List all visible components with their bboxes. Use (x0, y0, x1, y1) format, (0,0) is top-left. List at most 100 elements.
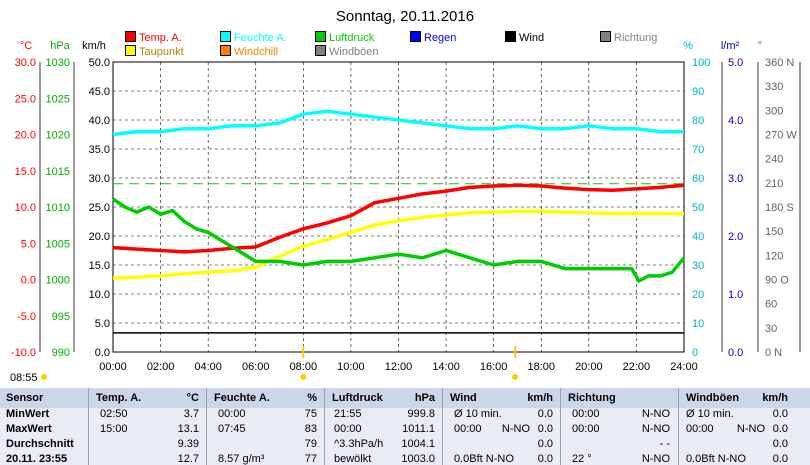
wind_kmh-tick: 40.0 (89, 115, 110, 127)
humidity_pct-tick: 100 (692, 57, 710, 69)
humidity_pct-tick: 20 (692, 289, 704, 301)
divider (678, 388, 679, 465)
stats-cell: Ø 10 min. (686, 408, 734, 420)
wind_kmh-tick: 5.0 (95, 318, 110, 330)
humidity_pct-tick: 30 (692, 260, 704, 272)
stats-cell: N-NO (501, 423, 530, 435)
x-tick-label: 20:00 (575, 361, 603, 373)
direction-tick: 270 W (765, 130, 797, 142)
stats-cell: 79 (304, 438, 317, 450)
series-luftdruck (112, 197, 686, 283)
x-tick-label: 12:00 (385, 361, 413, 373)
stats-cell: 3.7 (183, 408, 199, 420)
stats-cell: MinWert (6, 408, 50, 420)
x-tick-label: 08:00 (290, 361, 318, 373)
stats-cell: 0.0 (537, 453, 553, 465)
stats-cell: 21:55 (334, 408, 362, 420)
temp_c-tick: 0.0 (21, 275, 36, 287)
x-tick-label: 18:00 (527, 361, 555, 373)
series-feuchte-a- (112, 109, 684, 137)
direction-tick: 30 (765, 323, 777, 335)
legend-swatch (220, 31, 231, 42)
direction-tick: 240 (765, 154, 783, 166)
stats-cell: 0.0 (772, 423, 788, 435)
legend-item: Taupunkt (125, 45, 184, 58)
legend-item: Windböen (315, 45, 379, 58)
stats-cell: hPa (414, 392, 435, 404)
grid-layer (113, 62, 684, 352)
direction-tick: 60 (765, 299, 777, 311)
series-taupunkt (112, 209, 684, 280)
legend-label: Taupunkt (139, 46, 184, 58)
temp_c-tick: -10.0 (11, 347, 36, 359)
divider (88, 388, 89, 465)
legend-swatch (315, 45, 326, 56)
legend-swatch (315, 31, 326, 42)
legend-swatch (505, 31, 516, 42)
temp_c-tick: 20.0 (15, 130, 36, 142)
legend-label: Wind (519, 32, 545, 44)
x-tick-label: 10:00 (337, 361, 365, 373)
temp_c-axis-label: °C (20, 40, 32, 52)
direction-tick: 300 (765, 105, 783, 117)
pressure_hpa-tick: 995 (52, 311, 70, 323)
stats-cell: 00:00 (572, 408, 600, 420)
stats-cell: 00:00 (686, 423, 714, 435)
x-tick-label: 24:00 (670, 361, 698, 373)
legend-label: Temp. A. (139, 32, 182, 44)
legend-item: Windchill (220, 45, 278, 58)
stats-cell: km/h (762, 392, 788, 404)
legend-item: Luftdruck (315, 31, 374, 44)
stats-cell: Temp. A. (96, 392, 142, 404)
series-temp-a- (112, 183, 685, 254)
legend-swatch (410, 31, 421, 42)
pressure_hpa-tick: 1015 (46, 166, 70, 178)
x-tick-label: 04:00 (194, 361, 222, 373)
humidity_pct-tick: 10 (692, 318, 704, 330)
wind_kmh-tick: 10.0 (89, 289, 110, 301)
stats-cell: 8.57 g/m³ (218, 453, 265, 465)
stats-cell: 20.11. 23:55 (6, 453, 68, 465)
stats-cell: 07:45 (218, 423, 246, 435)
legend-item: Richtung (600, 31, 657, 44)
humidity_pct-tick: 60 (692, 173, 704, 185)
humidity_pct-axis-label: % (683, 40, 693, 52)
temp_c-tick: 10.0 (15, 202, 36, 214)
humidity_pct-tick: 70 (692, 144, 704, 156)
stats-cell: 12.7 (177, 453, 199, 465)
pressure_hpa-axis-label: hPa (50, 40, 70, 52)
legend-label: Feuchte A. (234, 32, 287, 44)
stats-cell: 15:00 (100, 423, 128, 435)
chart-title: Sonntag, 20.11.2016 (336, 8, 474, 25)
stats-cell: bewölkt (334, 453, 372, 465)
stats-cell: Sensor (6, 392, 44, 404)
wind_kmh-tick: 30.0 (89, 173, 110, 185)
temp_c-tick: 25.0 (15, 93, 36, 105)
stats-cell: 0.0 (772, 408, 788, 420)
x-tick-label: 16:00 (480, 361, 508, 373)
legend-item: Regen (410, 31, 456, 44)
stats-cell: - - (659, 438, 670, 450)
humidity_pct-tick: 50 (692, 202, 704, 214)
pressure_hpa-tick: 1020 (46, 130, 70, 142)
stats-cell: 13.1 (177, 423, 199, 435)
wind_kmh-tick: 15.0 (89, 260, 110, 272)
stats-cell: 0.0 (537, 408, 553, 420)
direction-tick: 210 (765, 178, 783, 190)
stats-cell: 0.0 (772, 453, 788, 465)
stats-cell: Luftdruck (332, 392, 383, 404)
pressure_hpa-tick: 1005 (46, 238, 70, 250)
divider (442, 388, 443, 465)
legend-item: Wind (505, 31, 544, 44)
direction-tick: 0 N (765, 347, 782, 359)
rain_lm2-tick: 0.0 (728, 347, 743, 359)
pressure_hpa-tick: 1025 (46, 93, 70, 105)
rain_lm2-tick: 4.0 (728, 115, 743, 127)
current-time: 08:55 (10, 372, 38, 384)
legend-label: Windchill (234, 46, 279, 58)
stats-cell: 22 ° (572, 453, 592, 465)
humidity_pct-tick: 90 (692, 86, 704, 98)
stats-cell: N-NO (641, 423, 670, 435)
stats-cell: 1004.1 (401, 438, 435, 450)
stats-cell: 77 (304, 453, 317, 465)
